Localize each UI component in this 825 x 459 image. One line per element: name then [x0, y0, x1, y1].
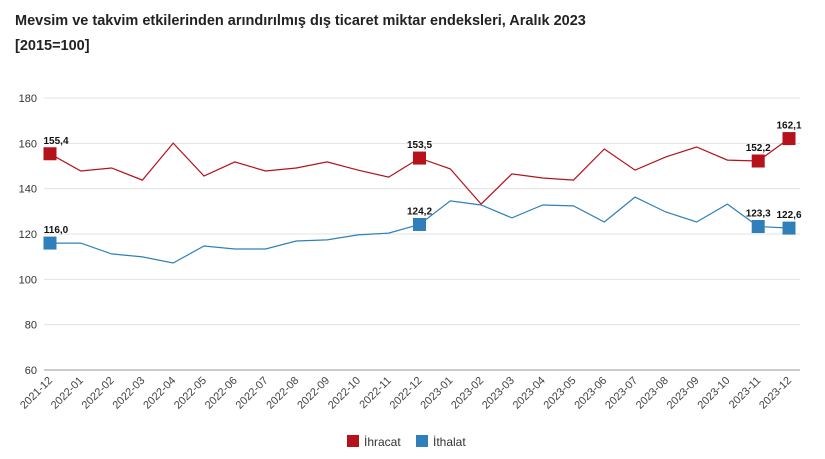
x-tick-label: 2022-12: [388, 375, 425, 412]
x-axis: 2021-122022-012022-022022-032022-042022-…: [18, 375, 794, 412]
series-group: [43, 132, 796, 264]
data-marker: [751, 220, 765, 234]
data-marker: [782, 132, 796, 146]
data-label: 152,2: [746, 143, 771, 154]
x-tick-label: 2022-09: [295, 375, 332, 412]
x-tick-label: 2023-09: [665, 375, 702, 412]
x-tick-label: 2021-12: [18, 375, 55, 412]
grid-lines: [44, 97, 800, 371]
x-tick-label: 2023-08: [634, 375, 671, 412]
data-label: 124,2: [407, 206, 432, 217]
x-tick-label: 2022-11: [357, 375, 393, 411]
data-label: 162,1: [776, 121, 801, 132]
data-label: 116,0: [44, 225, 69, 236]
y-tick-label: 140: [19, 184, 37, 196]
data-marker: [413, 151, 426, 165]
legend: İhracat İthalat: [347, 435, 466, 449]
x-tick-label: 2022-04: [141, 375, 178, 412]
x-tick-label: 2023-01: [418, 375, 455, 412]
x-tick-label: 2022-07: [234, 375, 271, 412]
x-tick-label: 2022-06: [203, 375, 240, 412]
x-tick-label: 2023-07: [603, 375, 640, 412]
x-tick-label: 2022-02: [80, 375, 117, 412]
data-label: 155,4: [43, 136, 68, 147]
data-marker: [413, 217, 426, 231]
data-marker: [43, 236, 57, 250]
x-tick-label: 2022-10: [326, 375, 363, 412]
y-tick-label: 80: [25, 320, 37, 332]
x-tick-label: 2023-02: [449, 375, 486, 412]
data-labels: 155,4 153,5 152,2 162,1 116,0 124,2 123,3 122,6: [43, 121, 801, 236]
x-tick-label: 2022-05: [172, 375, 209, 412]
x-tick-label: 2023-06: [572, 375, 609, 412]
y-tick-label: 60: [25, 365, 37, 377]
x-tick-label: 2023-05: [542, 375, 579, 412]
x-tick-label: 2023-04: [511, 375, 548, 412]
legend-label: İthalat: [433, 435, 466, 449]
y-axis: 60 80 100 120 140 160 180: [19, 93, 37, 377]
x-tick-label: 2023-03: [480, 375, 517, 412]
y-tick-label: 180: [19, 93, 37, 105]
x-tick-label: 2022-01: [49, 375, 86, 412]
x-tick-label: 2022-03: [110, 375, 147, 412]
x-tick-label: 2023-11: [727, 375, 763, 411]
x-tick-label: 2022-08: [264, 375, 301, 412]
y-tick-label: 160: [19, 138, 37, 150]
data-label: 153,5: [407, 140, 432, 151]
chart-title: Mevsim ve takvim etkilerinden arındırılm…: [15, 13, 586, 29]
legend-swatch: [416, 435, 428, 447]
legend-label: İhracat: [364, 435, 401, 449]
x-tick-label: 2023-12: [757, 375, 794, 412]
data-marker: [43, 147, 57, 161]
data-label: 123,3: [746, 209, 771, 220]
data-label: 122,6: [776, 210, 801, 221]
data-marker: [751, 154, 765, 168]
legend-swatch: [347, 435, 359, 447]
x-tick-label: 2023-10: [696, 375, 733, 412]
chart-subtitle: [2015=100]: [15, 38, 90, 54]
y-tick-label: 100: [19, 274, 37, 286]
data-marker: [782, 221, 796, 235]
y-tick-label: 120: [19, 229, 37, 241]
